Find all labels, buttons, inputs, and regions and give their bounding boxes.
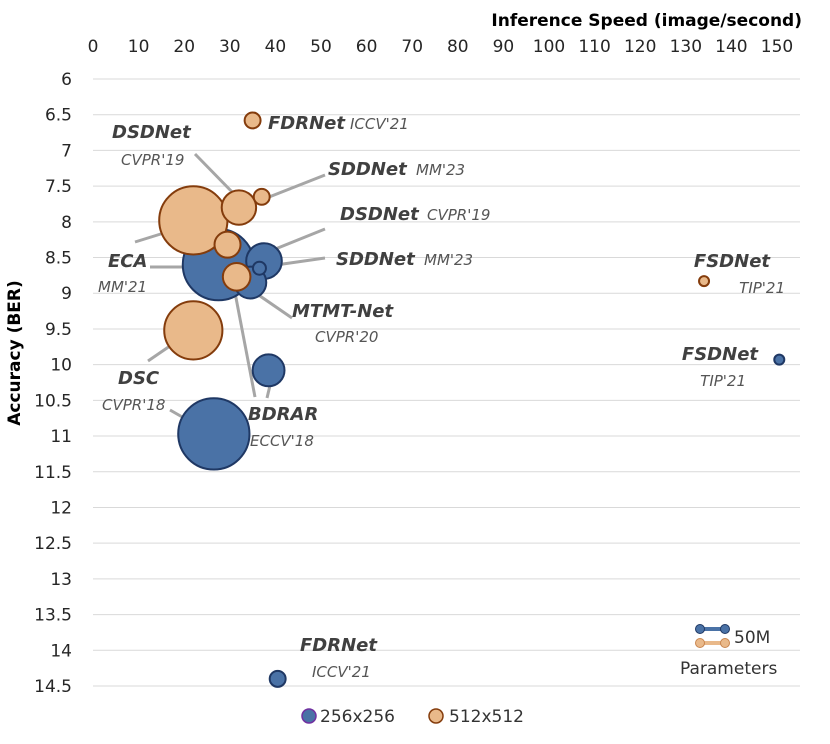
bubble-512-mtmt-net [221,262,252,292]
x-tick-label: 20 [173,37,195,57]
x-tick-label: 110 [578,37,610,57]
size-legend-dot-256-a [695,624,705,634]
bubble-256-fsdnet [773,353,786,366]
legend-label-512: 512x512 [449,707,524,727]
legend-label-256: 256x256 [320,707,395,727]
annotation-name: FDRNet [300,635,378,656]
bubble-256-bdrar [177,397,251,471]
x-axis-title: Inference Speed (image/second) [491,11,802,31]
x-tick-label: 0 [88,37,99,57]
bubble-512-dsc [163,300,224,361]
y-tick-label: 14 [50,641,72,661]
legend-marker-512 [428,708,444,724]
x-tick-label: 120 [624,37,656,57]
annotation-name: FDRNet [268,113,346,134]
x-tick-label: 80 [447,37,469,57]
bubble-512-dsdnet [220,189,258,226]
x-tick-label: 150 [761,37,793,57]
y-axis-ticks: 6 6.5 7 7.5 8 8.5 9 9.5 10 10.5 11 11.5 12 12.5 13 13.5… [34,70,72,697]
x-tick-label: 30 [219,37,241,57]
bubble-512-fdrnet [243,111,262,130]
annotation-venue: ICCV'21 [350,115,409,133]
size-legend-label: Parameters [680,659,777,679]
annotation-venue: CVPR'20 [315,328,378,346]
annotation-name: DSC [118,368,160,389]
x-tick-label: 90 [493,37,515,57]
bubble-512-bdrar [213,230,242,259]
size-legend: 50M Parameters [680,624,777,679]
annotation-name: SDDNet [328,159,408,180]
leader-line-0 [193,152,239,199]
bubble-256-sddnet [251,260,267,276]
y-tick-label: 12 [50,498,72,518]
y-tick-label: 6.5 [45,106,72,126]
x-tick-label: 70 [401,37,423,57]
leader-line-1 [263,173,326,201]
annotation-name: BDRAR [248,404,318,425]
y-tick-label: 10 [50,356,72,376]
y-tick-label: 7.5 [45,177,72,197]
annotation-name: DSDNet [340,204,420,225]
annotation-name: MTMT-Net [292,301,394,322]
annotation-venue: CVPR'19 [427,206,490,224]
x-tick-label: 50 [310,37,332,57]
annotation-name: DSDNet [112,122,192,143]
size-legend-value: 50M [734,628,770,648]
annotation-name: FSDNet [682,344,759,365]
annotation-venue: CVPR'19 [121,151,184,169]
x-tick-label: 100 [533,37,565,57]
x-axis-ticks: 0 10 20 30 40 50 60 70 80 90 100 110 120 130 140 150 [88,37,794,57]
y-tick-label: 12.5 [34,534,72,554]
y-tick-label: 7 [61,141,72,161]
x-tick-label: 40 [265,37,287,57]
y-tick-label: 13.5 [34,606,72,626]
annotation-venue: TIP'21 [700,372,746,390]
annotation-venue: MM'23 [416,161,465,179]
x-tick-label: 130 [670,37,702,57]
legend-marker-256 [301,708,317,724]
leader-line-8 [230,276,257,398]
legend: 256x256 512x512 [301,707,524,727]
size-legend-dot-512-a [695,638,705,648]
y-tick-label: 14.5 [34,677,72,697]
y-tick-label: 9 [61,284,72,304]
size-legend-dot-256-b [720,624,730,634]
x-tick-label: 60 [356,37,378,57]
x-tick-label: 140 [715,37,747,57]
annotation-venue: ICCV'21 [312,663,371,681]
annotation-venue: MM'23 [424,251,473,269]
y-tick-label: 8 [61,213,72,233]
y-tick-label: 9.5 [45,320,72,340]
bubble-256-dsc [251,353,286,388]
annotation-name: ECA [108,251,147,272]
annotation-venue: ECCV'18 [250,432,314,450]
bubble-512-fsdnet [698,275,711,288]
annotation-venue: MM'21 [98,278,147,296]
y-tick-label: 11.5 [34,463,72,483]
bubbles [158,111,786,688]
y-tick-label: 13 [50,570,72,590]
annotation-name: SDDNet [336,249,416,270]
annotation-name: FSDNet [694,251,771,272]
bubble-256-fdrnet [268,669,287,688]
annotation-venue: CVPR'18 [102,396,165,414]
y-tick-label: 6 [61,70,72,90]
y-axis-title: Accuracy (BER) [5,280,25,426]
y-tick-label: 8.5 [45,249,72,269]
y-tick-label: 10.5 [34,391,72,411]
y-tick-label: 11 [50,427,72,447]
size-legend-dot-512-b [720,638,730,648]
x-tick-label: 10 [128,37,150,57]
bubble-512-sddnet [252,187,271,206]
annotation-venue: TIP'21 [739,279,785,297]
